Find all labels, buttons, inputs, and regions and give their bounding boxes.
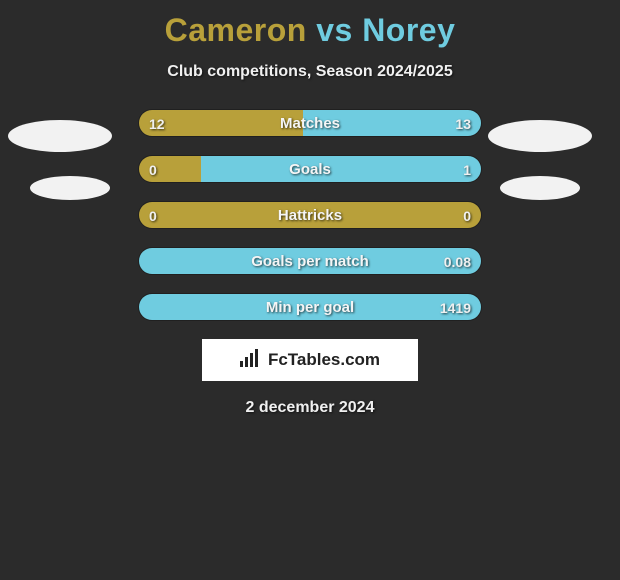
stat-bar-left	[139, 156, 201, 182]
player2-name: Norey	[362, 12, 455, 48]
stat-bar-right	[201, 156, 481, 182]
comparison-title: Cameron vs Norey	[0, 0, 620, 49]
brand-text: FcTables.com	[268, 350, 380, 370]
vs-label: vs	[316, 12, 353, 48]
stat-row: Matches1213	[138, 109, 482, 137]
stat-row: Min per goal1419	[138, 293, 482, 321]
player2-avatar-small	[500, 176, 580, 200]
player1-avatar-small	[30, 176, 110, 200]
stat-bar-right	[139, 248, 481, 274]
subtitle: Club competitions, Season 2024/2025	[0, 63, 620, 81]
stat-row: Hattricks00	[138, 201, 482, 229]
stat-bar-left	[139, 202, 481, 228]
player1-avatar-large	[8, 120, 112, 152]
stat-bar-left	[139, 110, 303, 136]
date-label: 2 december 2024	[0, 399, 620, 417]
player1-name: Cameron	[165, 12, 307, 48]
player2-avatar-large	[488, 120, 592, 152]
stat-bar-right	[139, 294, 481, 320]
brand-box: FcTables.com	[202, 339, 418, 381]
bar-chart-icon	[240, 349, 262, 372]
comparison-rows: Matches1213 Goals01 Hattricks00 Goals per m…	[138, 109, 482, 321]
stat-row: Goals per match0.08	[138, 247, 482, 275]
stat-bar-right	[303, 110, 481, 136]
stat-row: Goals01	[138, 155, 482, 183]
